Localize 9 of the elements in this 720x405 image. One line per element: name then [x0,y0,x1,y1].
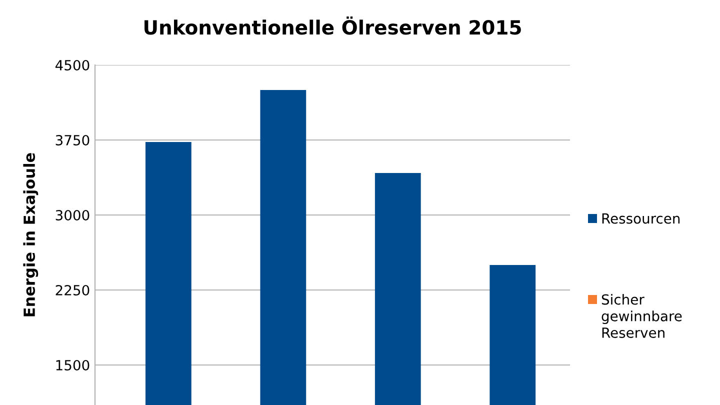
chart-title: Unkonventionelle Ölreserven 2015 [144,16,521,35]
legend-label: Ressourcen [602,213,680,224]
y-axis-title: Energie in Exajoule [23,153,38,316]
legend-label: Sicher gewinnbare Reserven [602,294,682,338]
y-tick-label: 2250 [56,284,90,296]
y-tick-label: 4500 [55,60,90,70]
y-tick-label: 3750 [56,134,90,146]
y-tick-label: 3000 [56,210,90,220]
y-tick-label: 1500 [56,360,90,370]
